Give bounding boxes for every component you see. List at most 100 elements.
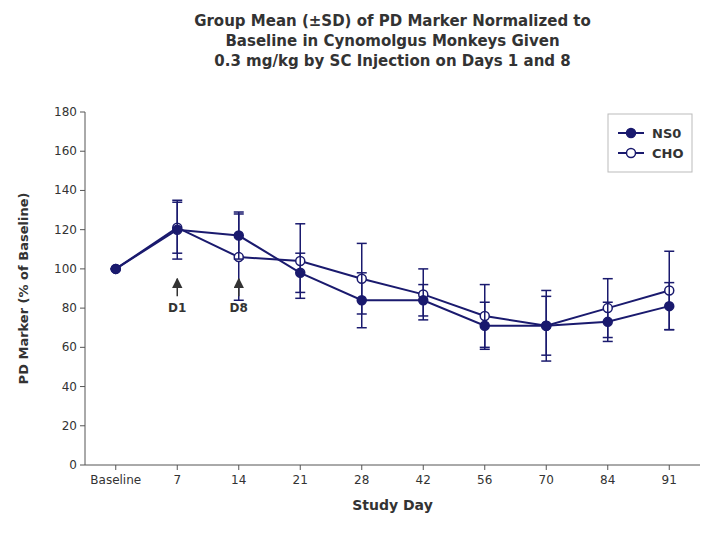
annotation-arrow <box>238 279 240 297</box>
x-tick-label: 7 <box>173 473 181 487</box>
error-bar <box>480 302 490 349</box>
error-bar-cap <box>295 223 305 225</box>
error-bar-cap <box>541 290 551 292</box>
x-tick-label: 84 <box>600 473 615 487</box>
annotation-label: D8 <box>230 301 248 315</box>
x-tick-label: 42 <box>416 473 431 487</box>
error-bar <box>295 253 305 292</box>
error-bar-cap <box>418 319 428 321</box>
y-tick-label: 80 <box>62 301 77 315</box>
x-tick <box>177 465 178 470</box>
error-bar-cap <box>295 298 305 300</box>
error-bar <box>541 290 551 361</box>
x-tick-label: 91 <box>662 473 677 487</box>
error-bar-cap <box>541 296 551 298</box>
title-line: Group Mean (±SD) of PD Marker Normalized… <box>194 12 591 30</box>
y-tick-label: 0 <box>69 458 77 472</box>
x-tick <box>546 465 547 470</box>
data-point <box>603 317 612 326</box>
error-bar-cap <box>295 252 305 254</box>
error-bar-cap <box>603 301 613 303</box>
error-bar-cap <box>234 211 244 213</box>
y-tick <box>80 347 85 348</box>
error-bar <box>234 212 244 259</box>
y-tick-label: 40 <box>62 380 77 394</box>
chart-title: Group Mean (±SD) of PD Marker Normalized… <box>194 12 591 70</box>
x-tick-label: 28 <box>354 473 369 487</box>
x-tick-label: 70 <box>539 473 554 487</box>
error-bar <box>541 296 551 355</box>
y-tick <box>80 151 85 152</box>
series-cho <box>111 202 675 361</box>
y-tick <box>80 112 85 113</box>
data-point <box>542 321 551 330</box>
series-line <box>116 228 670 326</box>
error-bar-cap <box>603 341 613 343</box>
error-bar-cap <box>541 360 551 362</box>
x-tick <box>423 465 424 470</box>
data-point <box>234 231 243 240</box>
legend: NS0 CHO <box>608 114 692 172</box>
error-bar-cap <box>541 354 551 356</box>
x-tick <box>669 465 670 470</box>
data-point <box>111 264 120 273</box>
error-bar <box>357 273 367 328</box>
error-bar-cap <box>480 349 490 351</box>
x-tick <box>607 465 608 470</box>
y-axis-line <box>85 112 86 465</box>
y-tick <box>80 386 85 387</box>
y-tick <box>80 425 85 426</box>
error-bar-cap <box>480 284 490 286</box>
y-axis-label: PD Marker (% of Baseline) <box>16 193 31 385</box>
annotation-label: D1 <box>168 301 186 315</box>
error-bar-cap <box>664 329 674 331</box>
error-bar-stem <box>423 269 425 320</box>
data-point <box>480 321 489 330</box>
title-line: Baseline in Cynomolgus Monkeys Given <box>225 32 559 50</box>
legend-label: NS0 <box>652 126 681 141</box>
error-bar <box>295 224 305 299</box>
error-bar-cap <box>418 284 428 286</box>
error-bar-cap <box>172 258 182 260</box>
data-point <box>111 264 120 273</box>
x-tick <box>115 465 116 470</box>
x-tick-label: 14 <box>231 473 246 487</box>
error-bar-cap <box>418 315 428 317</box>
series-ns0 <box>111 200 675 355</box>
y-tick-label: 120 <box>54 223 77 237</box>
x-tick-label: 56 <box>477 473 492 487</box>
error-bar-stem <box>669 251 671 329</box>
x-tick-label: Baseline <box>90 473 141 487</box>
error-bar-cap <box>357 327 367 329</box>
error-bar <box>664 251 674 329</box>
error-bar-cap <box>664 329 674 331</box>
y-tick-label: 60 <box>62 340 77 354</box>
error-bar <box>664 283 674 330</box>
error-bar <box>172 200 182 259</box>
y-tick-label: 180 <box>54 105 77 119</box>
error-bar-cap <box>603 278 613 280</box>
error-bar-cap <box>357 272 367 274</box>
error-bar-cap <box>295 292 305 294</box>
series-line <box>116 230 670 326</box>
x-tick <box>361 465 362 470</box>
x-tick <box>484 465 485 470</box>
y-tick <box>80 465 85 466</box>
error-bar-cap <box>480 301 490 303</box>
x-tick <box>238 465 239 470</box>
legend-label: CHO <box>652 146 683 161</box>
x-tick <box>300 465 301 470</box>
plot-area <box>111 200 675 361</box>
error-bar <box>603 302 613 341</box>
x-axis-label: Study Day <box>352 497 433 513</box>
error-bar-cap <box>234 258 244 260</box>
error-bar-cap <box>418 268 428 270</box>
error-bar <box>418 285 428 316</box>
title-line: 0.3 mg/kg by SC Injection on Days 1 and … <box>214 52 570 70</box>
error-bar-cap <box>664 282 674 284</box>
annotation-arrow <box>177 279 179 297</box>
data-point <box>542 321 551 330</box>
error-bar-cap <box>172 200 182 202</box>
data-point <box>296 268 305 277</box>
error-bar-cap <box>357 243 367 245</box>
